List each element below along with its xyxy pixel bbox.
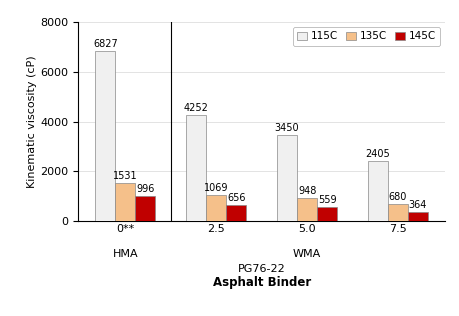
Text: HMA: HMA: [112, 249, 138, 258]
Y-axis label: Kinematic viscosity (cP): Kinematic viscosity (cP): [28, 55, 37, 188]
Bar: [135, 197, 155, 221]
Text: 1531: 1531: [113, 171, 138, 181]
Text: 6827: 6827: [93, 39, 118, 49]
Text: 656: 656: [227, 193, 246, 203]
Text: WMA: WMA: [293, 249, 321, 258]
Text: 3450: 3450: [275, 123, 299, 133]
Text: 559: 559: [318, 195, 336, 205]
Bar: [186, 115, 206, 221]
Text: Asphalt Binder: Asphalt Binder: [213, 276, 311, 289]
Legend: 115C, 135C, 145C: 115C, 135C, 145C: [293, 27, 440, 46]
Text: PG76-22: PG76-22: [238, 264, 285, 274]
Bar: [388, 204, 408, 221]
Bar: [226, 205, 246, 221]
Text: 1069: 1069: [204, 183, 229, 193]
Text: 364: 364: [409, 200, 427, 210]
Bar: [115, 183, 135, 221]
Bar: [368, 161, 388, 221]
Text: 2405: 2405: [366, 149, 390, 159]
Bar: [206, 195, 226, 221]
Bar: [317, 207, 337, 221]
Text: 996: 996: [136, 185, 155, 194]
Text: 948: 948: [298, 185, 316, 196]
Text: 4252: 4252: [184, 103, 209, 113]
Text: 680: 680: [389, 192, 407, 202]
Bar: [277, 135, 297, 221]
Bar: [408, 212, 428, 221]
Bar: [297, 198, 317, 221]
Bar: [95, 51, 115, 221]
